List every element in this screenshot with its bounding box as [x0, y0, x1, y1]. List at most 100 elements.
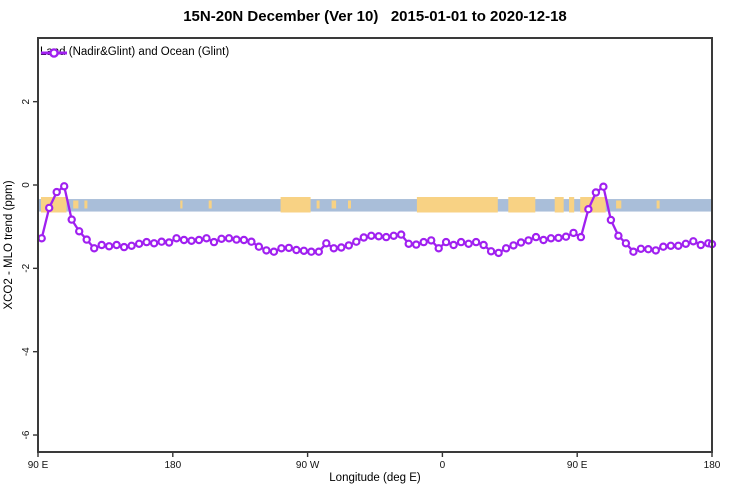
data-point-marker [284, 243, 294, 253]
data-point-marker [127, 241, 136, 250]
data-point-marker [636, 244, 646, 253]
data-point-marker [561, 232, 571, 241]
data-point-marker [524, 236, 533, 245]
data-point-marker [397, 230, 406, 239]
data-point-marker [179, 235, 189, 245]
map-band-land-dot [180, 200, 183, 209]
data-point-marker [374, 232, 383, 241]
data-point-marker [112, 240, 121, 250]
data-point-marker [651, 246, 661, 255]
data-point-marker [37, 234, 46, 243]
data-point-marker [314, 247, 323, 256]
data-point-marker [531, 232, 541, 242]
map-band-land-dot [208, 200, 212, 209]
data-point-marker [194, 235, 204, 245]
data-point-marker [254, 242, 264, 251]
data-point-marker [104, 242, 114, 251]
x-tick-label: 180 [164, 460, 181, 471]
data-point-marker [134, 239, 144, 248]
data-point-marker [479, 240, 488, 250]
data-point-marker [187, 236, 196, 245]
data-point-marker [157, 237, 166, 246]
data-point-marker [389, 231, 398, 240]
y-tick-label: -6 [21, 430, 32, 439]
data-point-marker [89, 244, 99, 253]
map-band-land-dot [73, 200, 79, 209]
data-point-marker [164, 238, 174, 247]
data-point-marker [509, 241, 518, 250]
legend: Land (Nadir&Glint) and Ocean (Glint) [40, 46, 229, 58]
map-band-land-dot [348, 200, 351, 209]
data-point-marker [471, 237, 481, 247]
data-point-marker [337, 243, 346, 252]
map-band-land [554, 197, 564, 213]
data-point-marker [292, 245, 301, 255]
data-point-marker [382, 232, 391, 242]
data-point-marker [419, 237, 428, 247]
data-point-marker [494, 248, 503, 258]
data-point-marker [464, 239, 473, 248]
x-tick-label: 180 [704, 460, 721, 471]
data-point-marker [404, 239, 413, 248]
y-tick-label: 2 [21, 98, 32, 104]
legend-marker-icon [49, 48, 59, 58]
map-band-land [280, 197, 311, 213]
data-point-marker [644, 244, 653, 254]
data-point-marker [689, 237, 698, 246]
data-point-marker [322, 239, 331, 248]
data-point-marker [584, 204, 593, 214]
data-point-marker [149, 239, 159, 248]
data-point-marker [591, 188, 601, 197]
map-band-land [416, 197, 498, 213]
data-point-marker [614, 231, 623, 240]
data-point-marker [269, 247, 279, 256]
data-point-marker [97, 240, 106, 250]
data-point-marker [247, 237, 256, 246]
y-axis-label: XCO2 - MLO trend (ppm) [3, 180, 15, 310]
data-point-marker [666, 241, 676, 250]
data-point-marker [621, 239, 631, 248]
data-point-marker [412, 240, 421, 249]
data-point-marker [456, 237, 466, 247]
data-point-marker [352, 237, 361, 246]
data-point-marker [546, 234, 556, 243]
data-point-marker [307, 247, 316, 256]
data-point-marker [359, 233, 368, 242]
data-point-marker [539, 235, 548, 245]
data-point-marker [119, 242, 129, 252]
data-point-marker [367, 231, 376, 240]
data-point-marker [441, 237, 451, 247]
y-tick-label: -2 [21, 263, 32, 272]
map-band-land-dot [316, 200, 320, 209]
y-tick-label: 0 [21, 182, 32, 188]
chart-title: 15N-20N December (Ver 10) 2015-01-01 to … [183, 8, 567, 25]
data-point-marker [629, 247, 638, 256]
data-point-marker [576, 232, 586, 242]
x-tick-label: 0 [440, 460, 446, 471]
data-point-marker [67, 215, 76, 224]
data-point-marker [434, 244, 443, 253]
data-point-marker [569, 228, 578, 238]
data-point-marker [209, 237, 219, 247]
data-point-marker [299, 246, 309, 255]
map-band-land [569, 197, 575, 213]
legend-open-circle-line-icon [41, 48, 67, 58]
data-point-marker [606, 215, 616, 225]
data-point-marker [202, 234, 211, 243]
data-point-marker [52, 187, 61, 197]
data-point-marker [74, 227, 84, 236]
map-band-land-dot [616, 200, 622, 209]
data-point-marker [217, 234, 226, 243]
data-point-marker [262, 246, 271, 255]
x-tick-label: 90 E [567, 460, 588, 471]
data-point-marker [681, 239, 691, 248]
map-band-land-dot [656, 200, 660, 209]
legend-label: Land (Nadir&Glint) and Ocean (Glint) [40, 46, 230, 58]
data-point-marker [486, 247, 496, 256]
data-point-marker [344, 241, 353, 250]
map-band-land-dot [331, 200, 337, 209]
data-point-marker [172, 234, 181, 243]
data-point-marker [142, 237, 151, 247]
